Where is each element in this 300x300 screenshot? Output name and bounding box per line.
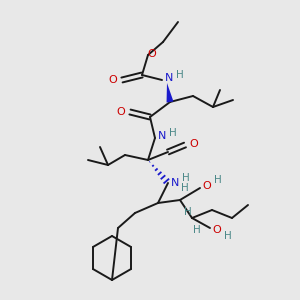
Text: O: O <box>109 75 117 85</box>
Text: H: H <box>169 128 177 138</box>
Text: H: H <box>224 231 232 241</box>
Text: H: H <box>193 225 201 235</box>
Polygon shape <box>167 83 173 103</box>
Text: H: H <box>214 175 222 185</box>
Text: N: N <box>158 131 166 141</box>
Text: H: H <box>184 207 192 217</box>
Text: O: O <box>213 225 221 235</box>
Text: N: N <box>165 73 173 83</box>
Text: H: H <box>182 173 190 183</box>
Text: H: H <box>181 183 189 193</box>
Text: O: O <box>148 49 156 59</box>
Text: O: O <box>117 107 125 117</box>
Text: O: O <box>190 139 198 149</box>
Text: H: H <box>176 70 184 80</box>
Text: O: O <box>202 181 211 191</box>
Text: N: N <box>171 178 179 188</box>
